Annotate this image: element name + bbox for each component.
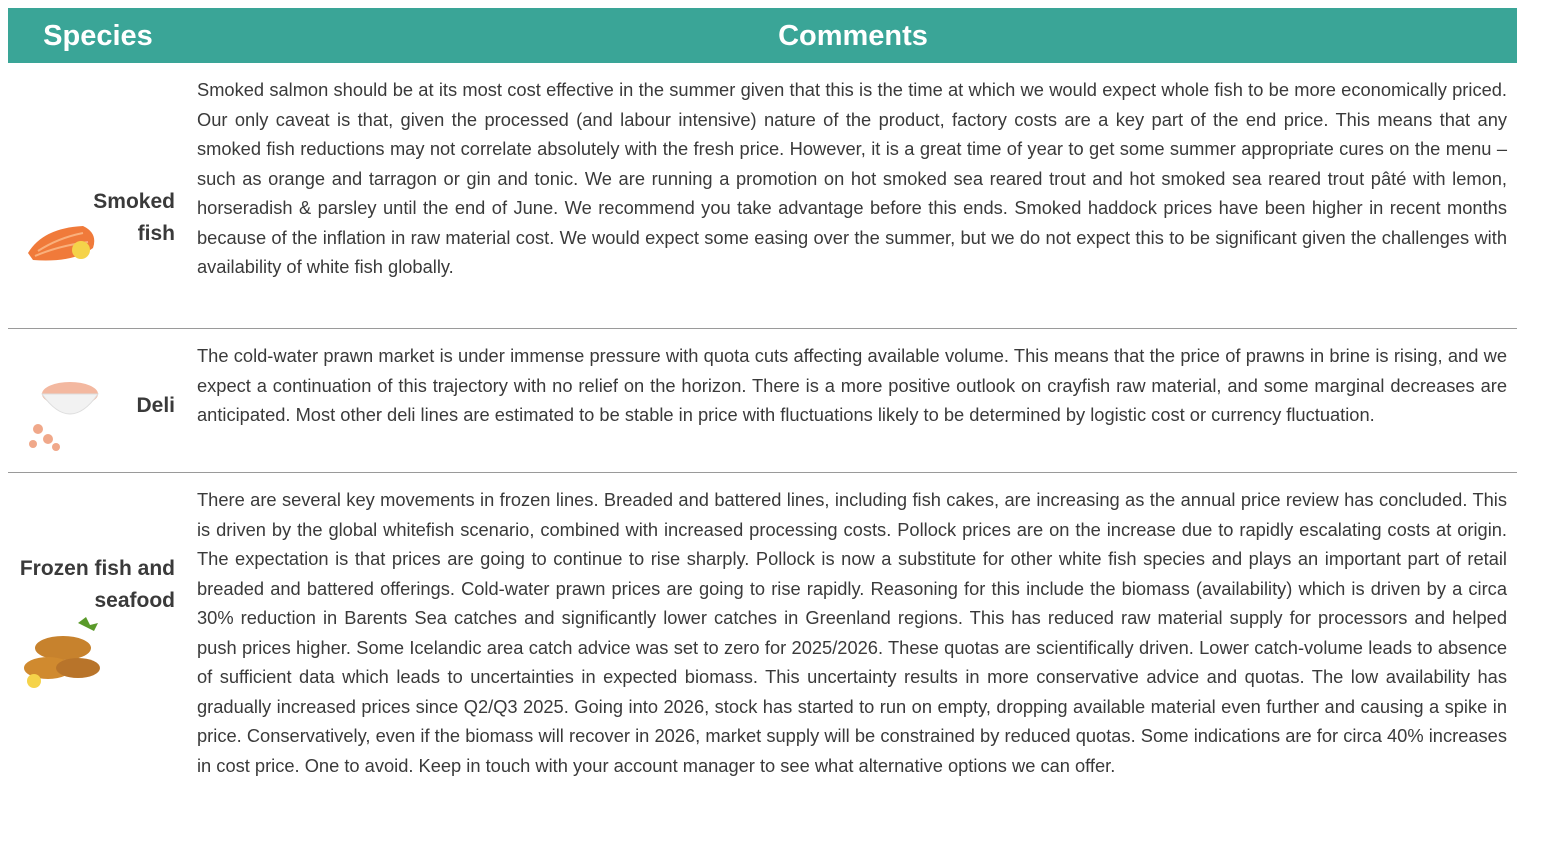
comment-text: Smoked salmon should be at its most cost… xyxy=(197,75,1507,282)
comment-text: The cold-water prawn market is under imm… xyxy=(197,341,1507,430)
species-name: Frozen fish and seafood xyxy=(5,553,175,617)
header-species: Species xyxy=(8,20,188,53)
table-row: Frozen fish and seafood There are severa… xyxy=(8,472,1517,843)
table-header: Species Comments xyxy=(8,8,1517,63)
table-row: Smoked fish Smoked salmon should be at i… xyxy=(8,63,1517,328)
header-comments: Comments xyxy=(198,20,1508,53)
fishcake-icon xyxy=(18,613,103,693)
page: Species Comments Smoked fish Smoked salm… xyxy=(0,0,1541,843)
comment-text: There are several key movements in froze… xyxy=(197,485,1507,780)
prawn-icon xyxy=(18,359,103,454)
table-row: Deli The cold-water prawn market is unde… xyxy=(8,328,1517,473)
salmon-icon xyxy=(23,218,103,268)
